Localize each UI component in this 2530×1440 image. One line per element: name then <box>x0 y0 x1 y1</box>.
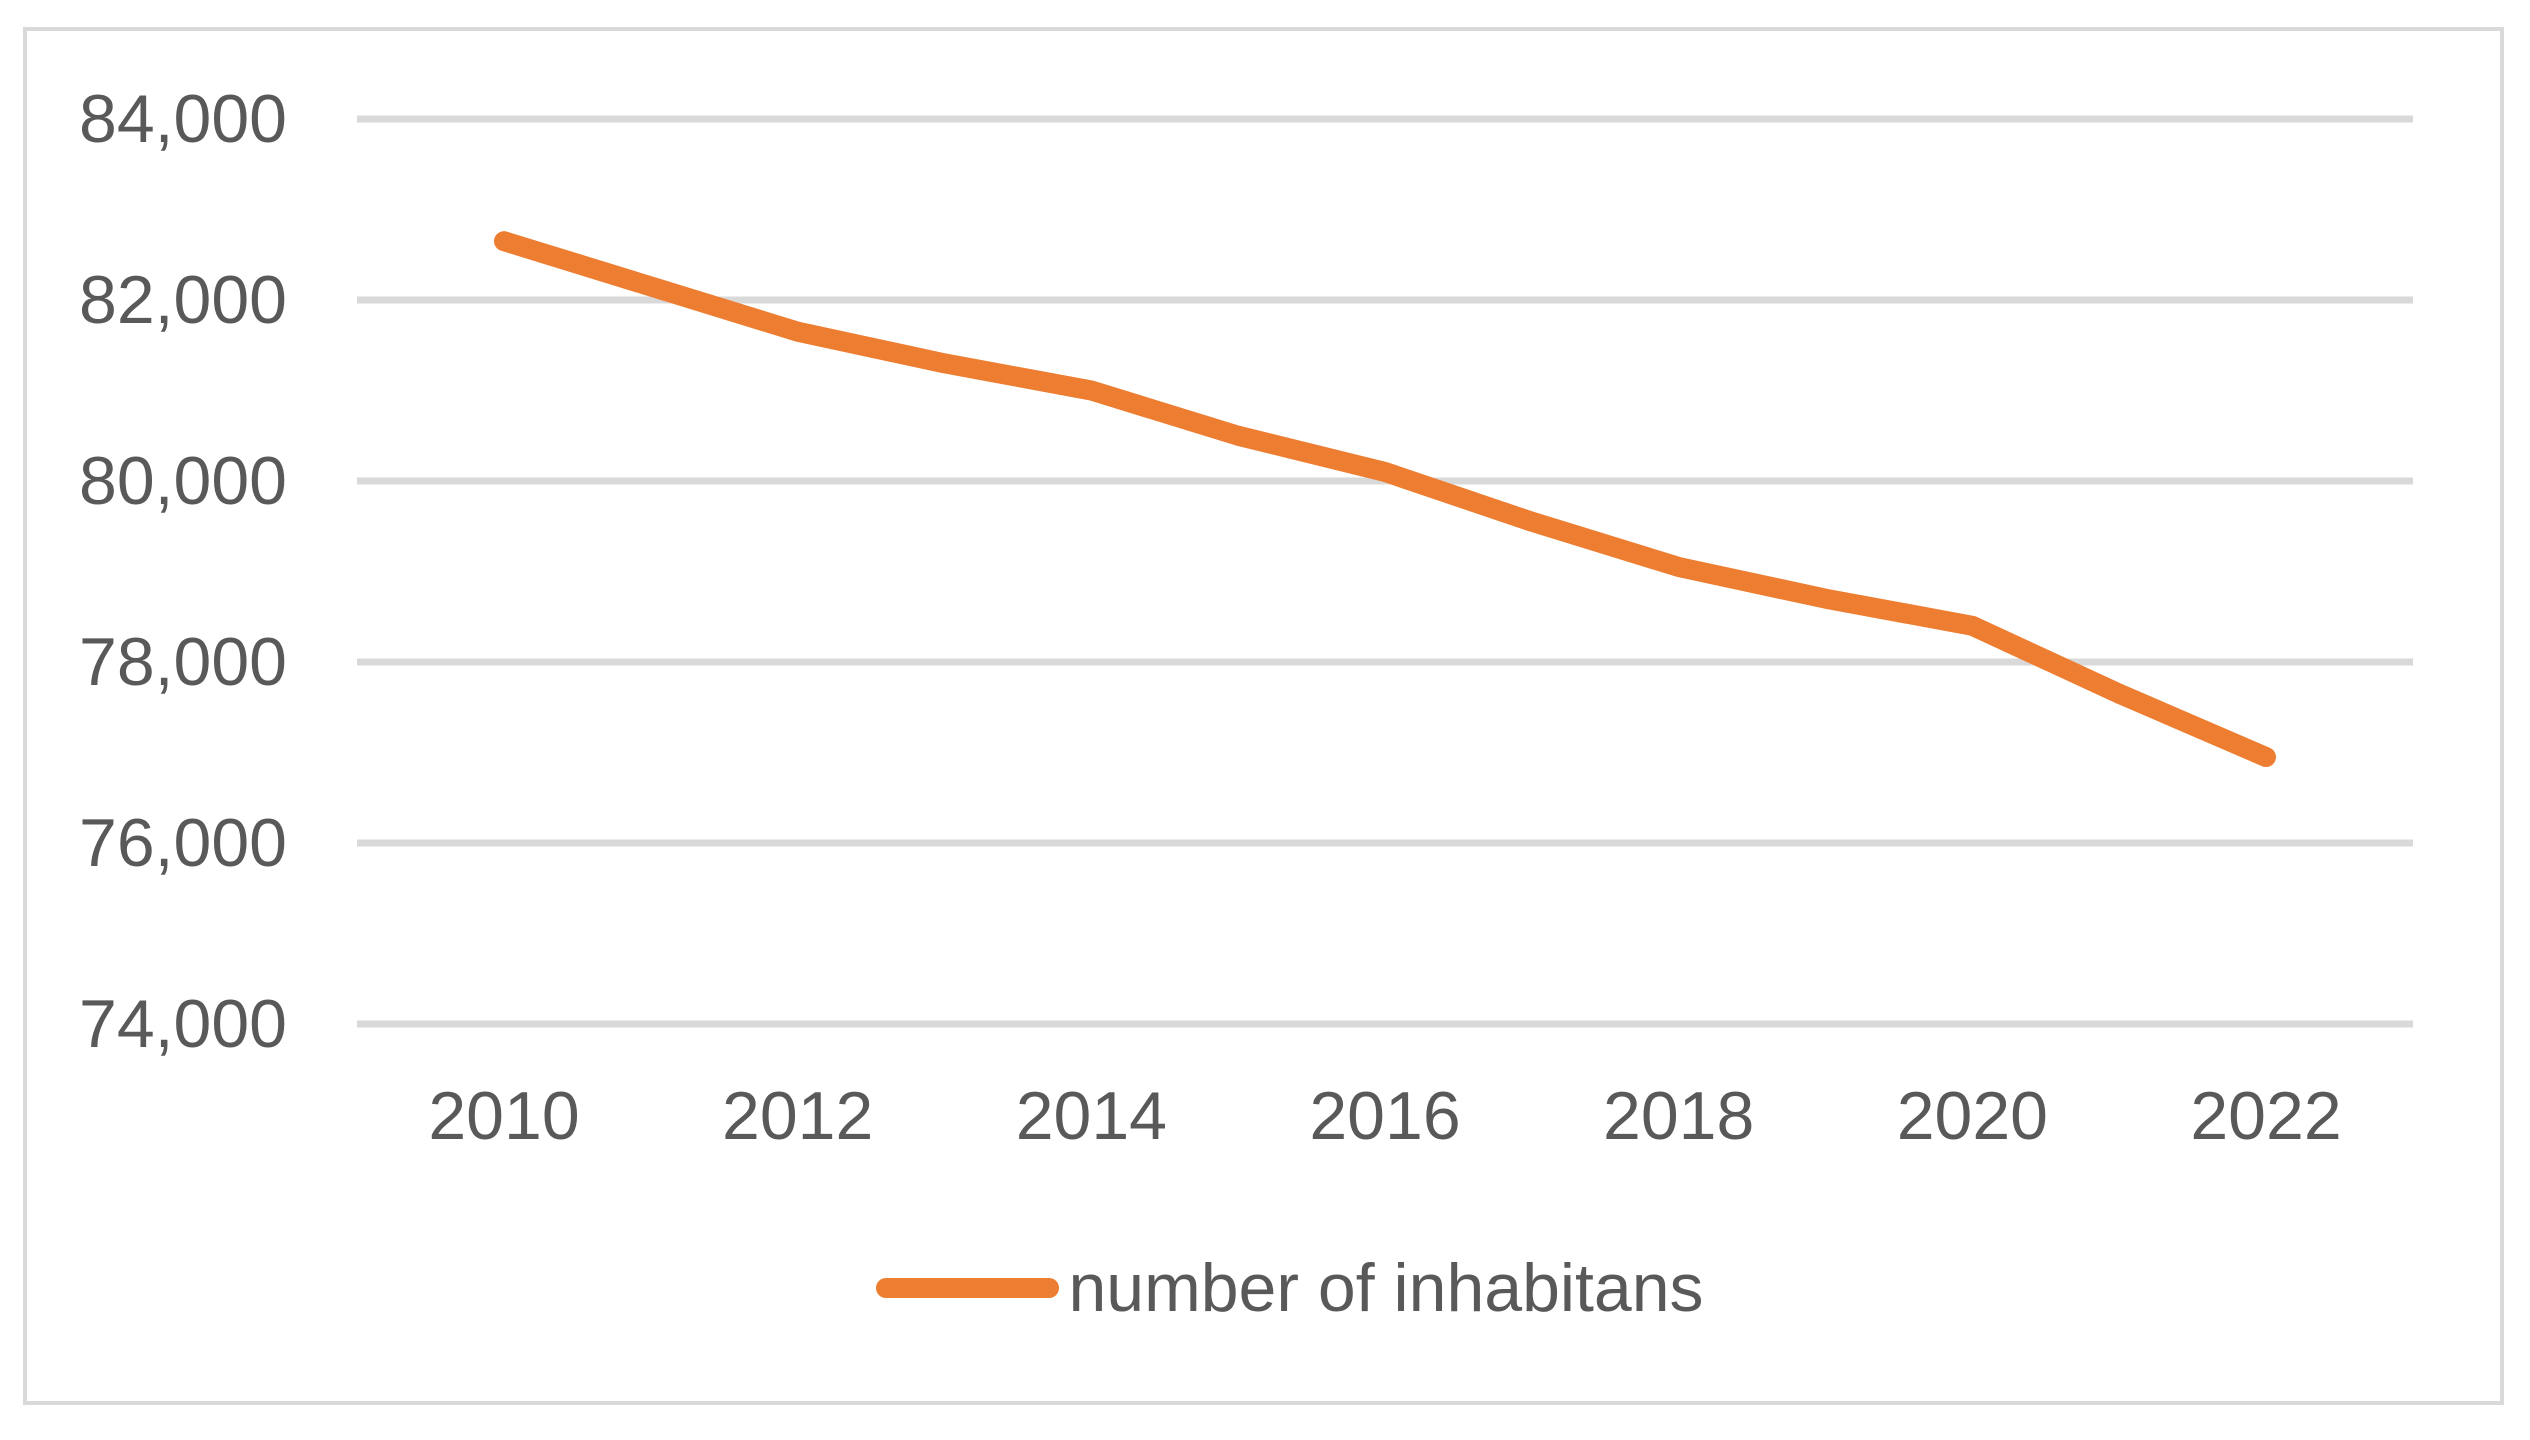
x-axis-tick-label: 2014 <box>1015 1078 1167 1154</box>
x-axis-tick-label: 2012 <box>722 1078 874 1154</box>
legend-line-swatch <box>876 1278 1060 1298</box>
legend-series-label: number of inhabitans <box>1068 1250 1704 1326</box>
y-axis-tick-label: 84,000 <box>79 81 287 157</box>
x-axis-tick-label: 2020 <box>1896 1078 2048 1154</box>
x-axis-tick-label: 2018 <box>1603 1078 1755 1154</box>
x-axis-tick-label: 2022 <box>2190 1078 2342 1154</box>
x-axis-tick-label: 2010 <box>428 1078 580 1154</box>
y-axis-tick-label: 80,000 <box>79 443 287 519</box>
chart-outer-border <box>23 27 2504 1405</box>
y-axis-tick-label: 78,000 <box>79 624 287 700</box>
y-axis-tick-label: 76,000 <box>79 805 287 881</box>
y-axis-tick-label: 74,000 <box>79 986 287 1062</box>
y-axis-tick-label: 82,000 <box>79 262 287 338</box>
x-axis-tick-label: 2016 <box>1309 1078 1461 1154</box>
series-line <box>494 231 2276 768</box>
legend: number of inhabitans <box>25 1254 2530 1322</box>
